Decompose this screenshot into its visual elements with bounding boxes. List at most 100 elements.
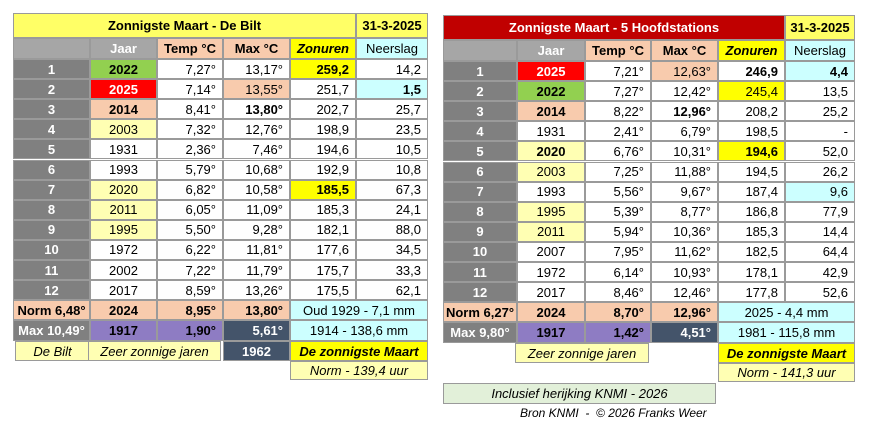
rank-cell: 3 <box>443 101 517 122</box>
rank-cell: 4 <box>443 121 517 142</box>
data-cell: 2007 <box>517 241 585 262</box>
data-cell: 2,41° <box>585 121 651 142</box>
data-cell: 26,2 <box>785 161 855 182</box>
data-cell: 192,9 <box>290 159 356 180</box>
rank-cell: 10 <box>13 239 90 260</box>
data-cell: 2014 <box>90 99 157 120</box>
note: Inclusief herijking KNMI - 2026 <box>443 383 716 405</box>
norm-cell: Norm 6,27° <box>443 302 517 323</box>
data-cell: 8,77° <box>651 201 718 222</box>
norm-cell: 13,80° <box>223 300 290 321</box>
data-cell: 2022 <box>90 59 157 80</box>
rank-cell: 8 <box>13 199 90 220</box>
data-cell: 1972 <box>90 239 157 260</box>
data-cell: 12,42° <box>651 81 718 102</box>
data-cell: 10,36° <box>651 221 718 242</box>
data-cell: 2020 <box>517 141 585 162</box>
data-cell: 182,1 <box>290 219 356 240</box>
data-cell: 2,36° <box>157 139 223 160</box>
data-cell: 62,1 <box>356 280 428 301</box>
data-cell: 2002 <box>90 260 157 281</box>
data-cell: 8,22° <box>585 101 651 122</box>
data-cell: 8,41° <box>157 99 223 120</box>
data-cell: 2011 <box>517 221 585 242</box>
header-cell: Temp °C <box>157 38 223 59</box>
data-cell: 6,14° <box>585 262 651 283</box>
max-cell: 1981 - 115,8 mm <box>718 322 855 344</box>
rank-cell: 1 <box>13 59 90 80</box>
data-cell: 9,6 <box>785 181 855 202</box>
rank-cell: 5 <box>443 141 517 162</box>
data-cell: 187,4 <box>718 181 785 202</box>
data-cell: 34,5 <box>356 239 428 260</box>
data-cell: 7,27° <box>157 59 223 80</box>
data-cell: 12,96° <box>651 101 718 122</box>
rank-cell: 4 <box>13 119 90 140</box>
data-cell: 13,55° <box>223 79 290 100</box>
rank-cell: 11 <box>13 260 90 281</box>
data-cell: 6,82° <box>157 179 223 200</box>
max-cell: 1917 <box>90 320 157 342</box>
data-cell: 2014 <box>517 101 585 122</box>
data-cell: 11,09° <box>223 199 290 220</box>
rank-cell: 7 <box>443 181 517 202</box>
norm-cell: 2024 <box>517 302 585 323</box>
data-cell: 14,2 <box>356 59 428 80</box>
data-cell: 64,4 <box>785 241 855 262</box>
data-cell: 52,6 <box>785 282 855 303</box>
data-cell: 5,79° <box>157 159 223 180</box>
rank-cell: 6 <box>443 161 517 182</box>
data-cell: 23,5 <box>356 119 428 140</box>
data-cell: 2020 <box>90 179 157 200</box>
rank-cell: 9 <box>443 221 517 242</box>
data-cell: 175,5 <box>290 280 356 301</box>
footer-cell: Norm - 139,4 uur <box>290 361 428 381</box>
rank-cell: 11 <box>443 262 517 283</box>
footer-cell: Norm - 141,3 uur <box>718 363 855 383</box>
data-cell: 186,8 <box>718 201 785 222</box>
data-cell: 7,32° <box>157 119 223 140</box>
data-cell: 7,46° <box>223 139 290 160</box>
norm-cell: 2025 - 4,4 mm <box>718 302 855 323</box>
rank-cell: 9 <box>13 219 90 240</box>
data-cell: 246,9 <box>718 61 785 82</box>
rank-cell: 2 <box>443 81 517 102</box>
data-cell: 25,7 <box>356 99 428 120</box>
data-cell: 11,62° <box>651 241 718 262</box>
data-cell: 2003 <box>517 161 585 182</box>
rank-cell: 6 <box>13 159 90 180</box>
rank-cell: 3 <box>13 99 90 120</box>
data-cell: 7,21° <box>585 61 651 82</box>
data-cell: 10,93° <box>651 262 718 283</box>
data-cell: 12,46° <box>651 282 718 303</box>
table-title: Zonnigste Maart - De Bilt <box>13 13 356 38</box>
data-cell: 1993 <box>90 159 157 180</box>
data-cell: 198,9 <box>290 119 356 140</box>
data-cell: 251,7 <box>290 79 356 100</box>
rank-cell: 12 <box>443 282 517 303</box>
data-cell: 182,5 <box>718 241 785 262</box>
data-cell: 2017 <box>517 282 585 303</box>
data-cell: 177,6 <box>290 239 356 260</box>
max-cell: 1914 - 138,6 mm <box>290 320 428 342</box>
table-date: 31-3-2025 <box>785 15 855 40</box>
header-cell: Jaar <box>90 38 157 59</box>
data-cell: 5,56° <box>585 181 651 202</box>
data-cell: 5,50° <box>157 219 223 240</box>
header-cell: Neerslag <box>356 38 428 59</box>
data-cell: 208,2 <box>718 101 785 122</box>
data-cell: 25,2 <box>785 101 855 122</box>
norm-cell: Oud 1929 - 7,1 mm <box>290 300 428 321</box>
data-cell: 1931 <box>517 121 585 142</box>
data-cell: 11,79° <box>223 260 290 281</box>
data-cell: 7,27° <box>585 81 651 102</box>
max-cell: 1917 <box>517 322 585 344</box>
max-cell: 1,90° <box>157 320 223 342</box>
data-cell: 4,4 <box>785 61 855 82</box>
norm-cell: 8,95° <box>157 300 223 321</box>
rank-cell: 8 <box>443 201 517 222</box>
data-cell: 1931 <box>90 139 157 160</box>
header-cell: Temp °C <box>585 40 651 61</box>
data-cell: 10,31° <box>651 141 718 162</box>
data-cell: - <box>785 121 855 142</box>
